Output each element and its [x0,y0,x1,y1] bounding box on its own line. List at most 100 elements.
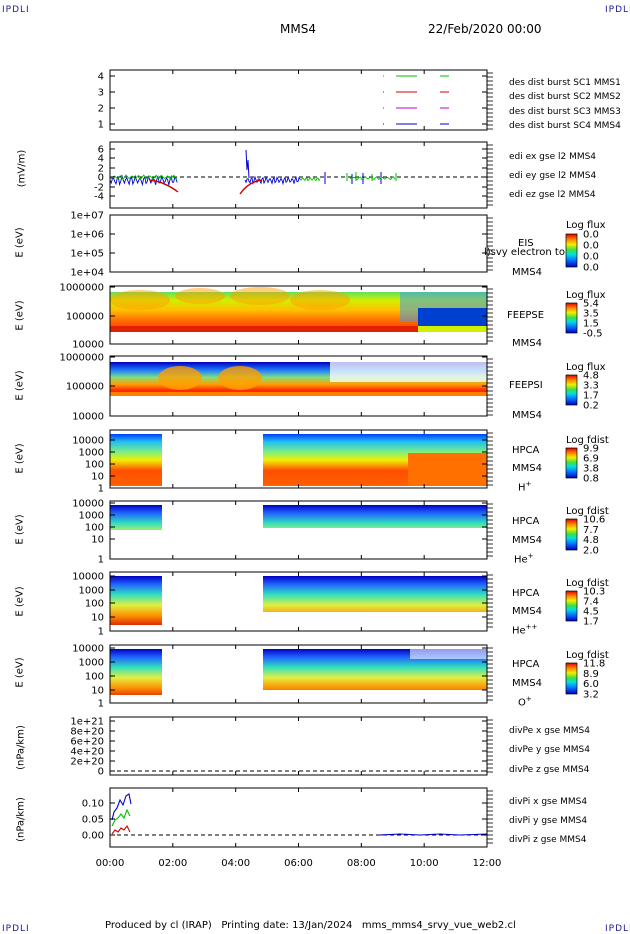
divpi-z-trace [379,833,488,836]
colorbar-tick-label: 1.5 [583,319,599,330]
feepse-cbar-title: Log flux [566,290,606,301]
hpca-gap [110,530,162,559]
footer-info: Produced by cl (IRAP) Printing date: 13/… [105,920,516,931]
legend-divpi-y: divPi y gse MMS4 [509,816,588,826]
eis-ylabel: E (eV) [14,227,26,258]
y-tick-label: 100 [85,599,104,610]
y-tick-label: 1000 [79,511,104,522]
feepse-blob [175,288,225,304]
colorbar-tick-label: 10.3 [583,587,605,598]
hpca-o-spacecraft: MMS4 [512,678,542,689]
hpca-h-species: H+ [518,480,532,494]
divpi-x-trace [111,824,131,835]
y-tick-label: 10 [91,472,104,483]
y-tick-label: 4 [98,72,104,83]
edi-trace [109,174,178,187]
x-tick-label: 10:00 [410,858,439,869]
feepse-instrument: FEEPSE [507,310,545,321]
y-tick-label: 10000 [72,499,104,510]
y-tick-label: 4e+20 [70,747,104,758]
x-tick-label: 12:00 [473,858,502,869]
feepsi-instrument: FEEPSI [509,380,543,391]
feepsi-cbar-title: Log flux [566,362,606,373]
y-tick-label: 1000 [79,586,104,597]
panel-frame [109,787,488,848]
colorbar [565,447,578,479]
y-tick-label: 2 [98,164,104,175]
colorbar-tick-label: 4.8 [583,535,599,546]
colorbar-tick-label: 7.4 [583,597,599,608]
hpca-he2-ylabel: E (eV) [14,586,26,617]
colorbar-tick-label: 10.6 [583,515,605,526]
colorbar-tick-label: 4.5 [583,607,599,618]
y-tick-label: 1e+04 [70,268,104,279]
y-tick-label: 100 [85,672,104,683]
y-tick-label: 2 [98,104,104,115]
colorbar-tick-label: 0.0 [583,241,599,252]
y-tick-label: 0.00 [82,831,104,842]
y-tick-label: 10 [91,613,104,624]
x-tick-label: 06:00 [284,858,313,869]
edi-trace [149,179,179,193]
y-tick-label: 1 [98,120,104,131]
y-tick-label: 100000 [66,382,104,393]
colorbar [565,662,578,695]
eis-spacecraft: MMS4 [512,267,542,278]
hpca-spectrogram [110,434,162,486]
colorbar-tick-label: 4.8 [583,371,599,382]
feepse-blob [230,287,290,305]
y-tick-label: 100 [85,523,104,534]
hpca-h-ylabel: E (eV) [14,443,26,474]
y-tick-label: -2 [94,183,104,194]
hpca-h-spacecraft: MMS4 [512,463,542,474]
y-tick-label: 1 [98,627,104,638]
divpe-ylabel: (nPa/km) [15,725,27,770]
colorbar [565,302,578,334]
y-tick-label: 1000000 [59,283,104,294]
hpca-he1-ylabel: E (eV) [14,514,26,545]
colorbar [565,374,578,406]
eis-instrument: EIS [518,238,534,249]
panel-frame [109,69,488,131]
colorbar-tick-label: 6.0 [583,679,599,690]
colorbar-tick-label: 5.4 [583,299,599,310]
y-tick-label: 1 [98,484,104,495]
colorbar-tick-label: 1.7 [583,391,599,402]
legend-des-mms4: des dist burst SC4 MMS4 [509,121,621,131]
y-tick-label: 6e+20 [70,737,104,748]
feepse-blob [418,326,487,332]
colorbar [565,518,578,551]
hpca-spectrogram [110,649,162,701]
colorbar-tick-label: 0.2 [583,401,599,412]
legend-divpe-x: divPe x gse MMS4 [509,726,590,736]
y-tick-label: 1e+21 [70,717,104,728]
hpca-gap [263,612,487,631]
y-tick-label: 3 [98,88,104,99]
panel-frame [109,716,488,776]
y-tick-label: 10 [91,686,104,697]
spacecraft-title: MMS4 [280,22,316,36]
divpi-y-trace [111,808,131,827]
colorbar-tick-label: 2.0 [583,546,599,557]
legend-edi-ex: edi ex gse l2 MMS4 [509,152,597,162]
x-tick-label: 08:00 [347,858,376,869]
x-tick-label: 00:00 [96,858,125,869]
colorbar-tick-label: 9.9 [583,444,599,455]
edi-trace [299,176,321,182]
colorbar-tick-label: 3.3 [583,381,599,392]
y-tick-label: 4 [98,154,104,165]
colorbar-tick-label: 1.7 [583,617,599,628]
y-tick-label: 100 [85,460,104,471]
y-tick-label: 0.05 [82,815,104,826]
feepse-blob [110,326,418,332]
corner-mark-tl: IPDLI [2,5,30,15]
edi-trace [239,179,263,195]
colorbar-tick-label: 0.0 [583,252,599,263]
eis-cbar-title: Log flux [566,220,606,231]
hpca-he1-instrument: HPCA [512,516,540,527]
feepse-blob [418,308,487,326]
colorbar-tick-label: 11.8 [583,659,605,670]
feepsi-blob [110,392,487,396]
hpca-h-instrument: HPCA [512,445,540,456]
